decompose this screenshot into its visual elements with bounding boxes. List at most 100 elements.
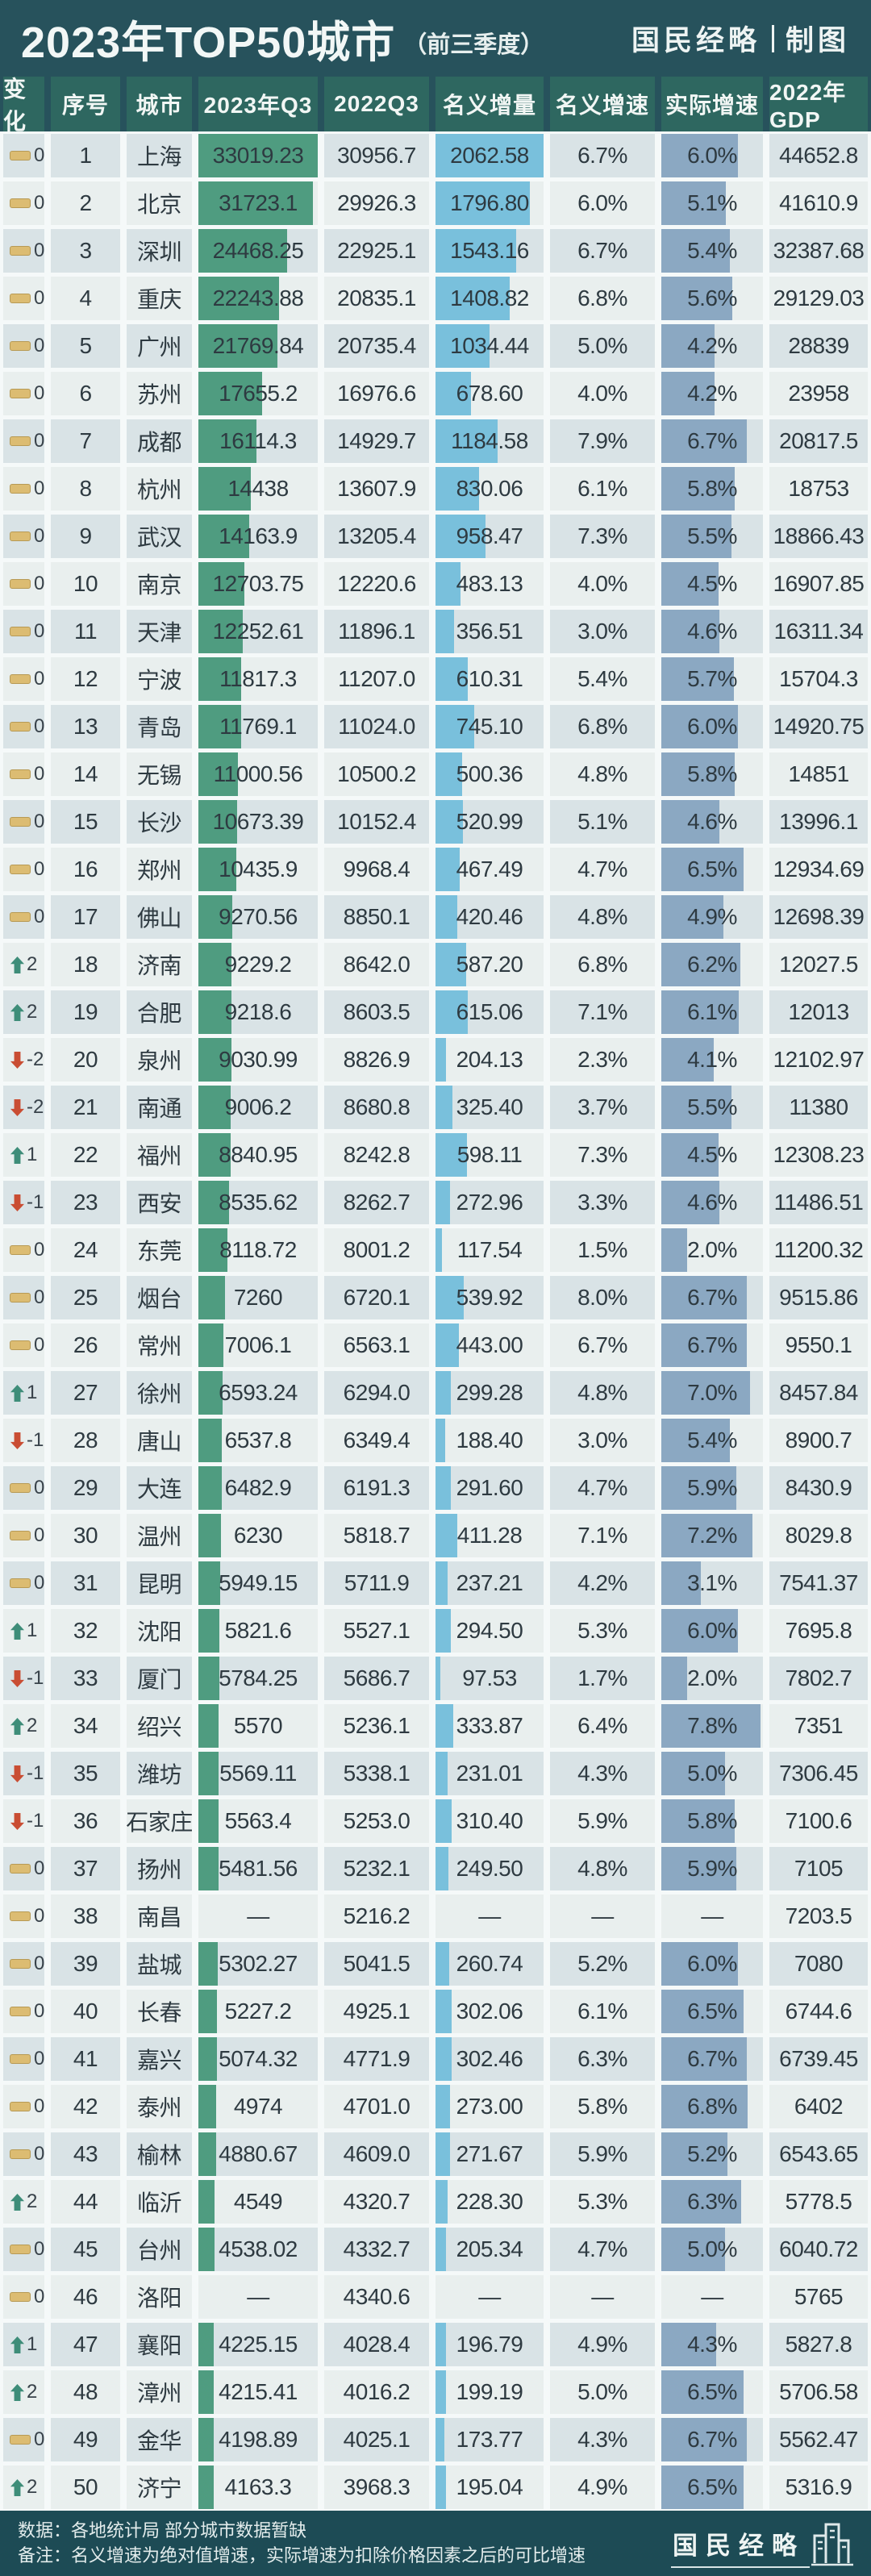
city-value: 徐州 xyxy=(136,1382,182,1407)
q3-2023-value: 5569.11 xyxy=(219,1761,297,1786)
city-value: 济宁 xyxy=(136,2476,182,2501)
nominal-growth-cell: 4.8% xyxy=(547,1844,658,1892)
nominal-growth-value: 5.9% xyxy=(577,1808,627,1833)
change-equal-icon xyxy=(10,674,32,684)
q3-2022-value: 4320.7 xyxy=(343,2189,410,2214)
real-growth-cell: 5.6% xyxy=(658,274,766,322)
q3-2022-value: 13607.9 xyxy=(337,476,416,501)
city-cell: 襄阳 xyxy=(123,2320,195,2368)
change-cell: 0 xyxy=(0,750,48,798)
q3-2022-cell-box: 4340.6 xyxy=(324,2275,429,2319)
real-growth-cell-box: 4.9% xyxy=(661,895,763,939)
q3-2023-cell-box: 6593.24 xyxy=(198,1371,318,1415)
q3-2022-value: 5216.2 xyxy=(343,1903,410,1928)
real-growth-bar xyxy=(661,1181,720,1224)
q3-2022-value: 3968.3 xyxy=(343,2474,410,2499)
real-growth-value: 3.1% xyxy=(687,1570,737,1595)
gdp-2022-cell-box: 6402 xyxy=(769,2085,868,2128)
rank-cell: 15 xyxy=(48,798,123,845)
q3-2022-cell: 6191.3 xyxy=(321,1464,432,1511)
gdp-2022-cell: 20817.5 xyxy=(766,417,871,465)
q3-2022-cell-box: 5686.7 xyxy=(324,1657,429,1700)
change-cell-box: 0 xyxy=(3,1228,44,1272)
rank-cell: 49 xyxy=(48,2416,123,2463)
nominal-growth-cell-box: 6.4% xyxy=(550,1704,655,1748)
gdp-2022-cell: 9550.1 xyxy=(766,1321,871,1369)
gdp-2022-cell-box: 11380 xyxy=(769,1086,868,1129)
city-cell-box: 泉州 xyxy=(127,1038,192,1082)
change-equal-icon xyxy=(10,817,32,827)
change-cell-box: 1 xyxy=(3,1133,44,1177)
nominal-increase-cell-box: 483.13 xyxy=(436,562,544,606)
nominal-increase-value: — xyxy=(478,2284,501,2309)
nominal-increase-bar xyxy=(436,181,530,225)
nominal-increase-value: 205.34 xyxy=(456,2236,523,2261)
real-growth-cell-box: 6.0% xyxy=(661,1942,763,1986)
gdp-2022-value: 7695.8 xyxy=(785,1618,852,1643)
gdp-2022-value: 9515.86 xyxy=(779,1285,858,1310)
real-growth-bar xyxy=(661,1133,719,1177)
gdp-2022-cell-box: 5765 xyxy=(769,2275,868,2319)
nominal-growth-value: 1.7% xyxy=(577,1665,627,1690)
q3-2022-cell-box: 4320.7 xyxy=(324,2180,429,2224)
change-equal-icon xyxy=(10,722,32,732)
q3-2023-cell: 9270.56 xyxy=(195,893,321,940)
city-cell: 济南 xyxy=(123,940,195,988)
table-row: 0 15 长沙 10673.39 10152.4 520.99 5.1% 4.6% 13996.… xyxy=(0,798,871,845)
real-growth-cell-box: 6.1% xyxy=(661,990,763,1034)
rank-value: 46 xyxy=(73,2284,98,2309)
nominal-growth-value: 5.4% xyxy=(577,666,627,691)
q3-2022-cell: 16976.6 xyxy=(321,369,432,417)
column-header-8: 2022年GDP xyxy=(766,77,871,132)
real-growth-cell: 7.8% xyxy=(658,1702,766,1749)
q3-2023-value: 6593.24 xyxy=(219,1380,298,1405)
gdp-2022-cell: 5316.9 xyxy=(766,2463,871,2511)
q3-2022-value: 8642.0 xyxy=(343,952,410,977)
nominal-increase-bar xyxy=(436,1086,453,1129)
rank-cell: 4 xyxy=(48,274,123,322)
nominal-increase-cell-box: 199.19 xyxy=(436,2370,544,2414)
change-cell: -1 xyxy=(0,1178,48,1226)
gdp-2022-cell: 5778.5 xyxy=(766,2178,871,2225)
q3-2023-value: 24468.25 xyxy=(212,238,304,263)
nominal-growth-cell: 1.5% xyxy=(547,1226,658,1273)
brand-name: 国民经略 xyxy=(631,25,761,56)
table-row: -1 33 厦门 5784.25 5686.7 97.53 1.7% 2.0% 7802.7 xyxy=(0,1654,871,1702)
gdp-2022-cell: 5765 xyxy=(766,2273,871,2320)
city-cell: 盐城 xyxy=(123,1940,195,1987)
real-growth-bar xyxy=(661,1990,744,2033)
q3-2023-cell-box: 5821.6 xyxy=(198,1609,318,1653)
nominal-increase-value: 117.54 xyxy=(456,1237,523,1262)
q3-2022-value: 8680.8 xyxy=(343,1094,410,1119)
nominal-increase-bar xyxy=(436,562,461,606)
nominal-increase-cell: 195.04 xyxy=(432,2463,547,2511)
q3-2022-cell-box: 4016.2 xyxy=(324,2370,429,2414)
q3-2022-cell: 8242.8 xyxy=(321,1131,432,1178)
gdp-2022-cell-box: 12102.97 xyxy=(769,1038,868,1082)
rank-cell-box: 22 xyxy=(51,1133,120,1177)
real-growth-cell: 6.5% xyxy=(658,2368,766,2416)
change-cell: 0 xyxy=(0,2225,48,2273)
nominal-growth-value: 6.7% xyxy=(577,143,627,168)
gdp-2022-value: 13996.1 xyxy=(779,809,858,834)
rank-cell: 27 xyxy=(48,1369,123,1416)
q3-2023-cell-box: 10435.9 xyxy=(198,848,318,891)
q3-2023-cell-box: 10673.39 xyxy=(198,800,318,844)
nominal-growth-value: 3.7% xyxy=(577,1094,627,1119)
rank-value: 1 xyxy=(79,143,92,168)
real-growth-bar xyxy=(661,2418,747,2461)
q3-2022-value: 6349.4 xyxy=(343,1428,410,1453)
q3-2023-cell: — xyxy=(195,2273,321,2320)
city-cell: 大连 xyxy=(123,1464,195,1511)
q3-2023-bar xyxy=(198,2418,214,2461)
rank-cell: 21 xyxy=(48,1083,123,1131)
q3-2023-value: 6482.9 xyxy=(224,1475,292,1500)
nominal-growth-value: 4.8% xyxy=(577,761,627,786)
nominal-increase-cell-box: 356.51 xyxy=(436,610,544,653)
nominal-growth-value: 5.0% xyxy=(577,333,627,358)
change-value: -1 xyxy=(27,1191,44,1213)
real-growth-value: 5.8% xyxy=(687,1808,737,1833)
city-cell: 温州 xyxy=(123,1511,195,1559)
real-growth-bar xyxy=(661,562,719,606)
q3-2023-bar xyxy=(198,1847,219,1890)
